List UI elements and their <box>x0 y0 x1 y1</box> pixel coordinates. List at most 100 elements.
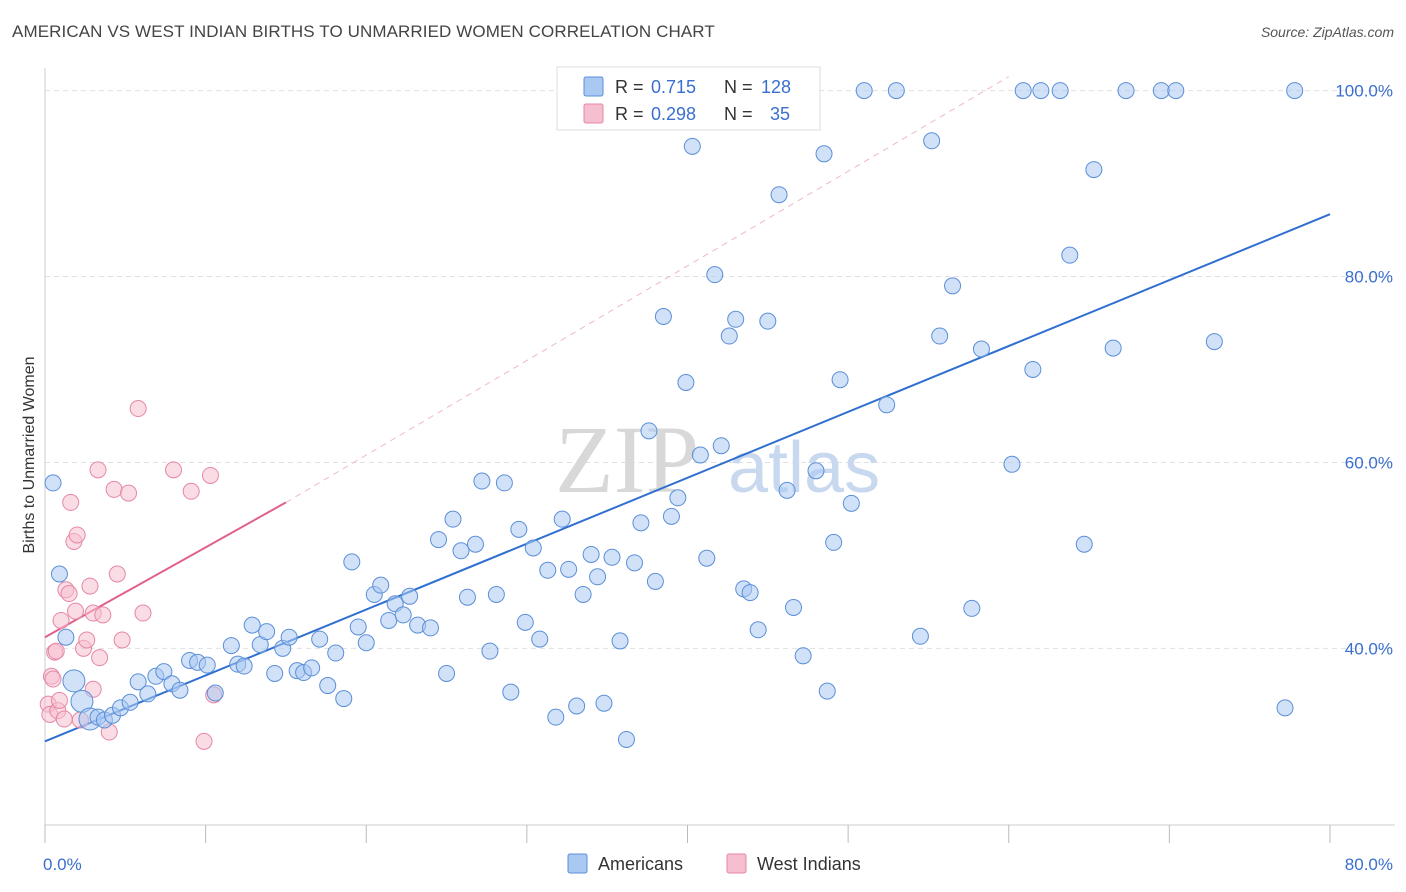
point-americans <box>121 693 139 711</box>
trend-extension-west-indians <box>285 76 1010 503</box>
point-americans <box>466 535 484 553</box>
legend-swatch-americans <box>583 76 604 97</box>
point-americans <box>677 373 695 391</box>
point-americans <box>574 585 592 603</box>
point-americans <box>222 637 240 655</box>
point-americans <box>706 266 724 284</box>
point-west-indians <box>60 585 78 603</box>
y-tick-label: 40.0% <box>1345 639 1393 658</box>
point-americans <box>311 630 329 648</box>
point-americans <box>438 664 456 682</box>
point-americans <box>669 489 687 507</box>
point-americans <box>171 681 189 699</box>
point-americans <box>139 685 157 703</box>
tick-labels: 40.0% 60.0% 80.0% 100.0% 0.0% 80.0% <box>43 82 1393 874</box>
watermark: ZIP atlas <box>555 406 880 513</box>
point-americans <box>1117 82 1135 100</box>
point-americans <box>510 520 528 538</box>
point-west-indians <box>62 493 80 511</box>
point-americans <box>855 82 873 100</box>
legend-r-value: 0.715 <box>651 77 696 97</box>
legend-n-value: 35 <box>770 104 790 124</box>
point-west-indians <box>68 526 86 544</box>
point-americans <box>458 588 476 606</box>
point-americans <box>712 437 730 455</box>
point-west-indians <box>195 732 213 750</box>
bottom-legend-label-americans: Americans <box>598 854 683 874</box>
point-west-indians <box>52 611 70 629</box>
legend-swatch-west-indians <box>583 103 604 124</box>
point-americans <box>1276 699 1294 717</box>
bottom-legend-swatch-americans <box>567 853 588 874</box>
point-americans <box>319 677 337 695</box>
point-americans <box>422 619 439 637</box>
point-americans <box>625 554 643 572</box>
point-americans <box>547 708 565 726</box>
point-americans <box>1085 161 1103 179</box>
point-americans <box>1061 246 1079 264</box>
point-americans <box>1032 82 1050 100</box>
watermark-atlas: atlas <box>728 428 880 508</box>
point-americans <box>778 481 796 499</box>
point-americans <box>878 396 896 414</box>
point-americans <box>842 494 860 512</box>
point-west-indians <box>81 577 99 595</box>
point-west-indians <box>108 565 126 583</box>
legend-n-label: N = <box>724 104 753 124</box>
point-west-indians <box>47 642 65 660</box>
point-americans <box>646 572 664 590</box>
legend-r-label: R = <box>615 77 644 97</box>
bottom-legend-swatch-west-indians <box>726 853 747 874</box>
point-west-indians <box>78 631 96 649</box>
point-west-indians <box>67 602 85 620</box>
point-americans <box>972 340 990 358</box>
point-americans <box>303 659 321 677</box>
point-americans <box>785 598 803 616</box>
point-americans <box>1051 82 1069 100</box>
data-points <box>39 82 1304 750</box>
point-americans <box>662 507 680 525</box>
point-americans <box>266 664 284 682</box>
point-americans <box>807 462 825 480</box>
point-americans <box>50 565 68 583</box>
y-axis-title: Births to Unmarried Women <box>21 356 38 553</box>
point-americans <box>911 627 929 645</box>
point-americans <box>683 137 701 155</box>
chart-title: AMERICAN VS WEST INDIAN BIRTHS TO UNMARR… <box>12 22 715 41</box>
y-tick-label: 80.0% <box>1345 268 1393 287</box>
point-americans <box>1286 82 1304 100</box>
point-americans <box>698 549 716 567</box>
point-americans <box>887 82 905 100</box>
point-americans <box>206 684 224 702</box>
point-americans <box>923 132 941 150</box>
point-americans <box>963 599 981 617</box>
point-west-indians <box>89 461 107 479</box>
point-americans <box>335 690 353 708</box>
point-americans <box>452 542 470 560</box>
point-west-indians <box>55 710 73 728</box>
point-americans <box>401 587 419 605</box>
point-americans <box>473 472 491 490</box>
point-americans <box>640 422 658 440</box>
trend-line-americans <box>44 213 1331 743</box>
point-americans <box>568 697 586 715</box>
point-west-indians <box>129 400 147 418</box>
x-tick-label: 0.0% <box>43 855 82 874</box>
point-americans <box>654 307 672 325</box>
legend-row-west-indians: R = 0.298 N = 35 <box>583 103 790 124</box>
point-americans <box>553 510 571 528</box>
legend-n-value: 128 <box>761 77 791 97</box>
point-americans <box>825 533 843 551</box>
point-americans <box>129 673 147 691</box>
point-americans <box>582 545 600 563</box>
point-west-indians <box>44 670 62 688</box>
x-tick-label: 80.0% <box>1345 855 1393 874</box>
point-americans <box>815 145 833 163</box>
legend-row-americans: R = 0.715 N = 128 <box>583 76 791 97</box>
point-americans <box>198 656 216 674</box>
point-americans <box>611 632 629 650</box>
point-americans <box>1024 360 1042 378</box>
point-americans <box>595 694 613 712</box>
legend-n-label: N = <box>724 77 753 97</box>
point-americans <box>372 576 390 594</box>
